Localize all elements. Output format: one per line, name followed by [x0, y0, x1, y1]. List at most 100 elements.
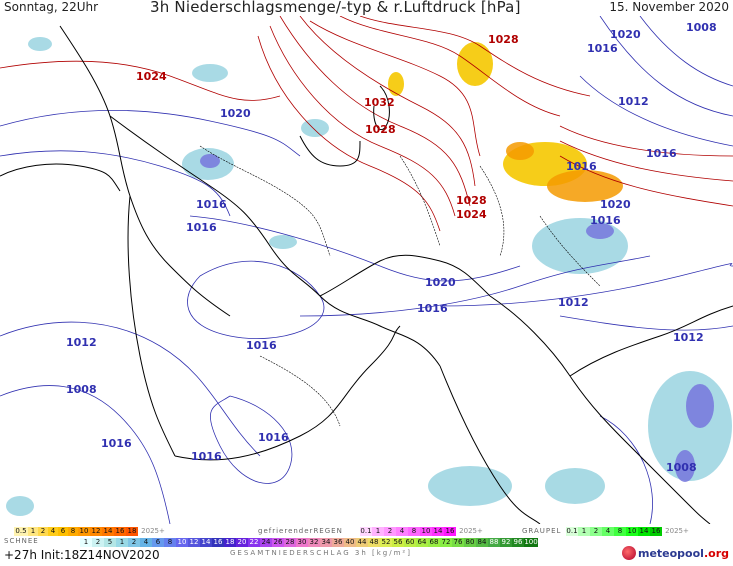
rain-scale-step: 12 [188, 538, 200, 547]
freezing-scale-step: 8 [408, 527, 420, 536]
brand-logo[interactable]: meteopool.org [621, 546, 729, 560]
freezing-scale-step: 2025+ [456, 527, 486, 536]
isobar-label: 1016 [196, 198, 227, 211]
rain-scale-step: 68 [428, 538, 440, 547]
isobar-label: 1016 [101, 437, 132, 450]
total-precip-title: GESAMTNIEDERSCHLAG 3h [kg/m²] [230, 549, 412, 557]
isobar-label: 1012 [673, 331, 704, 344]
rain-scale-step: 6 [152, 538, 164, 547]
rain-scale-step: 30 [296, 538, 308, 547]
isobar-label: 1028 [365, 123, 396, 136]
snow-scale: 0.5 1 2 4 6 8 10 12 14 16 18 2025+ [14, 527, 168, 536]
isobar-labels: 1024 1020 1016 1016 1032 1028 1028 1028 … [66, 21, 717, 474]
rain-scale-step: 28 [284, 538, 296, 547]
brand-tld: .org [703, 546, 729, 560]
country-borders [199, 145, 601, 427]
forecast-time: Sonntag, 22Uhr [4, 0, 99, 14]
isobar-label: 1024 [136, 70, 167, 83]
rain-scale-step: 96 [512, 538, 524, 547]
rain-scale-step: 26 [272, 538, 284, 547]
isobar-label: 1016 [566, 160, 597, 173]
graupel-scale-step: 8 [614, 527, 626, 536]
init-time: +27h Init:18Z14NOV2020 [4, 548, 160, 562]
freezing-rain-scale: 0.1 1 2 4 8 10 14 16 2025+ [360, 527, 486, 536]
isobars-high [0, 16, 733, 232]
freezing-rain-legend-title: gefrierenderREGEN [258, 527, 343, 535]
rain-scale-step: 4 [140, 538, 152, 547]
isobar-label: 1016 [417, 302, 448, 315]
map-title: 3h Niederschlagsmenge/-typ & r.Luftdruck… [150, 0, 521, 16]
rain-heavy-area [200, 154, 714, 482]
rain-scale-step: 56 [392, 538, 404, 547]
rain-scale-step: 10 [176, 538, 188, 547]
precipitation-areas [6, 37, 732, 516]
rain-scale-step: 32 [308, 538, 320, 547]
graupel-scale-step: 10 [626, 527, 638, 536]
coastlines [0, 25, 733, 524]
snow-scale-step: 8 [68, 527, 78, 536]
isobars-low [0, 16, 733, 524]
isobar-label: 1008 [66, 383, 97, 396]
isobar-label: 1020 [220, 107, 251, 120]
isobar-label: 1016 [590, 214, 621, 227]
rain-scale-step: 8 [164, 538, 176, 547]
rain-scale-step: 2 [128, 538, 140, 547]
isobar-label: 1024 [456, 208, 487, 221]
isobar-label: 1012 [66, 336, 97, 349]
isobar-label: 1016 [191, 450, 222, 463]
title-bar: Sonntag, 22Uhr 3h Niederschlagsmenge/-ty… [0, 0, 733, 16]
isobar-label: 1020 [610, 28, 641, 41]
rain-scale-step: 36 [332, 538, 344, 547]
graupel-scale-step: 2025+ [662, 527, 692, 536]
rain-scale-step: 60 [404, 538, 416, 547]
brand-text: meteopool.org [638, 547, 729, 560]
rain-scale-step: 14 [200, 538, 212, 547]
rain-scale-step: 20 [236, 538, 248, 547]
snow-legend-title: SCHNEE [4, 537, 39, 545]
snow-scale-step: 12 [90, 527, 102, 536]
freezing-scale-step: 14 [432, 527, 444, 536]
rain-scale-step: 16 [212, 538, 224, 547]
isobar-label: 1020 [425, 276, 456, 289]
graupel-legend-title: GRAUPEL [522, 527, 562, 535]
rain-scale-step: 1 [116, 538, 128, 547]
graupel-scale-step: 16 [650, 527, 662, 536]
isobar-label: 1028 [456, 194, 487, 207]
map-area[interactable]: 1024 1020 1016 1016 1032 1028 1028 1028 … [0, 16, 733, 524]
precipitation-legend: 0.5 1 2 4 6 8 10 12 14 16 18 2025+ SCHNE… [0, 524, 733, 566]
graupel-scale-step: 4 [602, 527, 614, 536]
freezing-scale-step: 1 [372, 527, 384, 536]
isobar-label: 1016 [646, 147, 677, 160]
snow-scale-step: 2 [38, 527, 48, 536]
snow-area [388, 42, 623, 202]
rain-scale-step: 88 [488, 538, 500, 547]
rain-scale-step: 18 [224, 538, 236, 547]
graupel-scale-step: 2 [590, 527, 602, 536]
isobar-label: 1016 [246, 339, 277, 352]
isobar-label: 1032 [364, 96, 395, 109]
isobar-label: 1012 [558, 296, 589, 309]
freezing-scale-step: 2 [384, 527, 396, 536]
isobar-label: 1008 [666, 461, 697, 474]
freezing-scale-step: 16 [444, 527, 456, 536]
snow-scale-step: 18 [126, 527, 138, 536]
graupel-scale: 0.1 1 2 4 8 10 14 16 2025+ [566, 527, 692, 536]
snow-scale-step: 6 [58, 527, 68, 536]
snow-scale-step: 10 [78, 527, 90, 536]
isobar-label: 1012 [618, 95, 649, 108]
rain-scale-step: 22 [248, 538, 260, 547]
freezing-scale-step: 10 [420, 527, 432, 536]
rain-scale-step: 34 [320, 538, 332, 547]
isobar-label: 1008 [686, 21, 717, 34]
snow-scale-step: 16 [114, 527, 126, 536]
snow-scale-step: 4 [48, 527, 58, 536]
snow-scale-step: 14 [102, 527, 114, 536]
rain-scale: 1 2 5 1 2 4 6 8 10 12 14 16 18 20 22 24 … [80, 538, 538, 547]
meteopool-logo-icon [621, 546, 636, 560]
rain-scale-step: 72 [440, 538, 452, 547]
rain-scale-step: 84 [476, 538, 488, 547]
forecast-date: 15. November 2020 [609, 0, 729, 14]
isobar-label: 1020 [600, 198, 631, 211]
rain-scale-step: 92 [500, 538, 512, 547]
